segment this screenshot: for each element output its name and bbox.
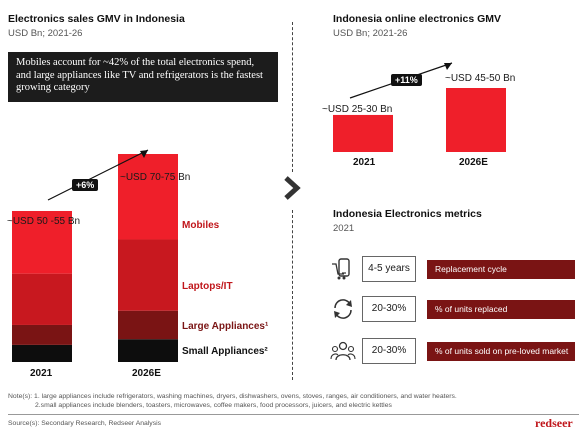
legend-small-appliances: Small Appliances² (182, 346, 268, 357)
bar-small-appliances-2026e (118, 339, 178, 362)
metric-label-preloved: % of units sold on pre-loved market (427, 342, 575, 361)
left-chart-subtitle: USD Bn; 2021-26 (8, 28, 83, 39)
left-chart-title: Electronics sales GMV in Indonesia (8, 13, 185, 25)
legend-large-appliances: Large Appliances¹ (182, 321, 269, 332)
bar-large-appliances-2021 (12, 324, 72, 345)
callout-box: Mobiles account for ~42% of the total el… (8, 52, 278, 102)
bar-small-appliances-2021 (12, 344, 72, 362)
source-line: Source(s): Secondary Research, Redseer A… (8, 420, 161, 427)
people-icon (330, 341, 356, 361)
bar-online-2021 (333, 114, 393, 152)
replace-cycle-icon (334, 299, 352, 319)
bar-laptops-it-2026e (118, 239, 178, 311)
left-growth-badge: +6% (72, 179, 99, 191)
left-growth-arrowhead (140, 150, 148, 158)
note-line-1: Note(s): 1. large appliances include ref… (8, 393, 457, 400)
left-total-2026: ~USD 70-75 Bn (120, 172, 191, 183)
bar-online-2026e (446, 88, 506, 152)
metric-value-preloved: 20-30% (362, 338, 416, 364)
right-total-2021: ~USD 25-30 Bn (322, 104, 393, 115)
bar-mobiles-2026e (118, 154, 178, 240)
footer-rule (8, 414, 579, 415)
metric-value-units-replaced: 20-30% (362, 296, 416, 322)
metric-value-replacement-cycle: 4-5 years (362, 256, 416, 282)
legend-mobiles: Mobiles (182, 220, 220, 231)
right-chart-subtitle: USD Bn; 2021-26 (333, 28, 408, 39)
left-xlabel-2026: 2026E (132, 368, 161, 379)
right-chart-title: Indonesia online electronics GMV (333, 13, 502, 25)
chevron-right-icon (284, 176, 301, 200)
bar-large-appliances-2026e (118, 310, 178, 340)
metrics-subtitle: 2021 (333, 223, 355, 234)
right-xlabel-2026: 2026E (459, 157, 488, 168)
metrics-title: Indonesia Electronics metrics (333, 208, 482, 220)
right-growth-arrowhead (444, 63, 452, 70)
bar-laptops-it-2021 (12, 273, 72, 325)
metric-label-replacement-cycle: Replacement cycle (427, 260, 575, 279)
bar-mobiles-2021 (12, 210, 72, 274)
brand-logo: redseer (535, 416, 573, 430)
divider-top (292, 22, 293, 172)
left-xlabel-2021: 2021 (30, 368, 53, 379)
right-xlabel-2021: 2021 (353, 157, 376, 168)
right-growth-badge: +11% (391, 74, 422, 86)
legend-laptops: Laptops/IT (182, 281, 233, 292)
right-total-2026: ~USD 45-50 Bn (445, 73, 516, 84)
left-total-2021: ~USD 50 -55 Bn (7, 216, 81, 227)
note-line-2: 2.small appliances include blenders, toa… (35, 402, 392, 409)
left-growth-arrow-line (47, 149, 149, 201)
phone-cart-icon (332, 258, 350, 280)
divider-bottom (292, 210, 293, 380)
metric-label-units-replaced: % of units replaced (427, 300, 575, 319)
